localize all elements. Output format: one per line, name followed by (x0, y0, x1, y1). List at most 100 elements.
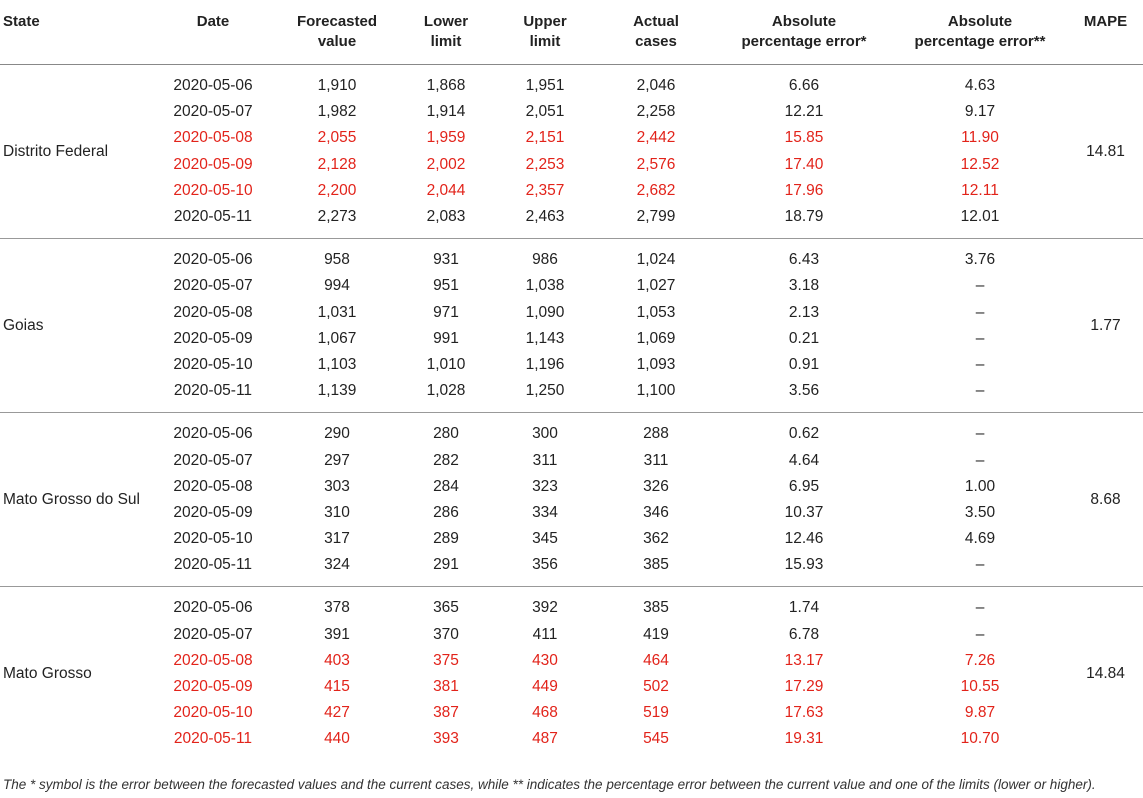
mape-cell: 14.84 (1086, 664, 1125, 682)
cell-date: 2020-05-06 (173, 77, 253, 95)
col-header-date: Date (150, 0, 276, 65)
state-group: Mato Grosso 2020-05-06 378 365 392 385 1.74 – 14… (0, 586, 1143, 761)
cell-lower: 1,914 (426, 103, 466, 121)
cell-date: 2020-05-06 (173, 425, 253, 443)
cell-ape1: 1.74 (788, 599, 820, 617)
cell-forecast: 994 (324, 277, 350, 295)
cell-ape1: 17.63 (784, 704, 824, 722)
cell-forecast: 297 (324, 451, 350, 469)
cell-actual: 326 (643, 477, 669, 495)
col-header-mape: MAPE (1068, 0, 1143, 65)
cell-ape2: – (975, 599, 985, 617)
cell-ape1: 13.17 (784, 651, 824, 669)
cell-actual: 385 (643, 599, 669, 617)
cell-lower: 971 (433, 303, 459, 321)
cell-forecast: 958 (324, 251, 350, 269)
col-header-upper: Upper limit (494, 0, 596, 65)
cell-actual: 2,576 (636, 155, 676, 173)
cell-upper: 323 (532, 477, 558, 495)
cell-forecast: 1,031 (317, 303, 357, 321)
cell-date: 2020-05-11 (173, 730, 253, 748)
cell-lower: 375 (433, 651, 459, 669)
cell-ape2: – (975, 382, 985, 400)
cell-upper: 411 (532, 625, 558, 643)
table-row: 2020-05-08 2,055 1,959 2,151 2,442 15.85 11.90 (0, 125, 1143, 151)
cell-date: 2020-05-10 (173, 181, 253, 199)
cell-date: 2020-05-07 (173, 103, 253, 121)
cell-upper: 2,051 (525, 103, 565, 121)
cell-ape2: 10.55 (960, 678, 1000, 696)
cell-ape2: – (975, 425, 985, 443)
cell-ape2: – (975, 556, 985, 574)
table-row: 2020-05-10 2,200 2,044 2,357 2,682 17.96 12.11 (0, 178, 1143, 204)
cell-lower: 991 (433, 329, 459, 347)
cell-forecast: 2,128 (317, 155, 357, 173)
cell-upper: 986 (532, 251, 558, 269)
cell-lower: 2,083 (426, 208, 466, 226)
table-row: 2020-05-09 310 286 334 346 10.37 3.50 (0, 500, 1143, 526)
cell-upper: 2,253 (525, 155, 565, 173)
col-header-lower: Lower limit (398, 0, 494, 65)
cell-ape2: 9.17 (964, 103, 996, 121)
table-row: 2020-05-07 297 282 311 311 4.64 – (0, 447, 1143, 473)
cell-lower: 381 (433, 678, 459, 696)
cell-actual: 1,069 (636, 329, 676, 347)
cell-ape2: 3.50 (964, 503, 996, 521)
cell-date: 2020-05-07 (173, 451, 253, 469)
cell-upper: 345 (532, 530, 558, 548)
table-row: Distrito Federal 2020-05-06 1,910 1,868 1,95… (0, 73, 1143, 159)
cell-ape1: 17.96 (784, 181, 824, 199)
state-name-cell: Goias (3, 316, 44, 334)
cell-forecast: 391 (324, 625, 350, 643)
cell-actual: 1,027 (636, 277, 676, 295)
cell-upper: 334 (532, 503, 558, 521)
table-row: 2020-05-09 415 381 449 502 17.29 10.55 (0, 674, 1143, 700)
col-header-forecasted: Forecasted value (276, 0, 398, 65)
cell-ape2: 9.87 (964, 704, 996, 722)
cell-ape2: 12.11 (961, 181, 999, 199)
table-row: Mato Grosso do Sul 2020-05-06 290 280 300 288… (0, 421, 1143, 507)
state-name-cell: Distrito Federal (3, 142, 109, 160)
cell-ape2: – (975, 451, 985, 469)
cell-actual: 2,442 (636, 129, 676, 147)
cell-forecast: 310 (324, 503, 350, 521)
cell-ape1: 17.29 (784, 678, 824, 696)
cell-upper: 2,151 (525, 129, 565, 147)
cell-actual: 311 (643, 451, 669, 469)
cell-ape2: 3.76 (964, 251, 996, 269)
cell-ape1: 12.46 (784, 530, 824, 548)
mape-cell: 14.81 (1086, 142, 1125, 160)
cell-forecast: 290 (324, 425, 350, 443)
table-header: State Date Forecasted value Lower limit Up… (0, 0, 1143, 65)
cell-ape1: 6.66 (788, 77, 820, 95)
cell-lower: 1,010 (426, 355, 466, 373)
cell-actual: 519 (643, 704, 669, 722)
cell-date: 2020-05-06 (173, 251, 253, 269)
cell-forecast: 317 (324, 530, 350, 548)
cell-ape1: 0.21 (788, 329, 820, 347)
cell-upper: 356 (532, 556, 558, 574)
table-row: 2020-05-11 440 393 487 545 19.31 10.70 (0, 726, 1143, 752)
cell-date: 2020-05-11 (173, 556, 253, 574)
col-header-ape1: Absolute percentage error* (716, 0, 892, 65)
cell-ape1: 15.85 (784, 129, 824, 147)
cell-ape2: 10.70 (960, 730, 1000, 748)
table-row: Goias 2020-05-06 958 931 986 1,024 6.43 3.76 1.7… (0, 247, 1143, 333)
col-header-ape2: Absolute percentage error** (892, 0, 1068, 65)
cell-date: 2020-05-06 (173, 599, 253, 617)
cell-forecast: 415 (324, 678, 350, 696)
table-row: 2020-05-11 324 291 356 385 15.93 – (0, 552, 1143, 578)
cell-lower: 286 (433, 503, 459, 521)
cell-date: 2020-05-09 (173, 503, 253, 521)
cell-actual: 464 (643, 651, 669, 669)
cell-date: 2020-05-11 (173, 382, 253, 400)
cell-actual: 2,046 (636, 77, 676, 95)
cell-lower: 2,002 (426, 155, 466, 173)
cell-ape2: 1.00 (964, 477, 996, 495)
cell-upper: 1,038 (525, 277, 565, 295)
cell-lower: 951 (433, 277, 459, 295)
table-row: 2020-05-11 2,273 2,083 2,463 2,799 18.79 12.01 (0, 204, 1143, 230)
table-row: 2020-05-07 391 370 411 419 6.78 – (0, 622, 1143, 648)
cell-actual: 1,024 (636, 251, 676, 269)
